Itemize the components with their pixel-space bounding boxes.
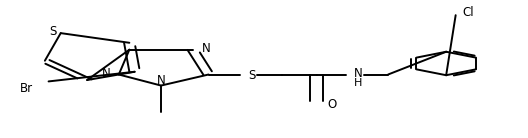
- Text: N: N: [354, 67, 363, 80]
- Text: O: O: [327, 98, 337, 111]
- Text: Br: Br: [20, 82, 33, 95]
- Text: Cl: Cl: [462, 6, 474, 19]
- Text: H: H: [354, 78, 362, 88]
- Text: S: S: [49, 25, 56, 38]
- Text: S: S: [248, 69, 256, 82]
- Text: N: N: [157, 74, 165, 87]
- Text: N: N: [102, 67, 111, 80]
- Text: N: N: [202, 42, 211, 55]
